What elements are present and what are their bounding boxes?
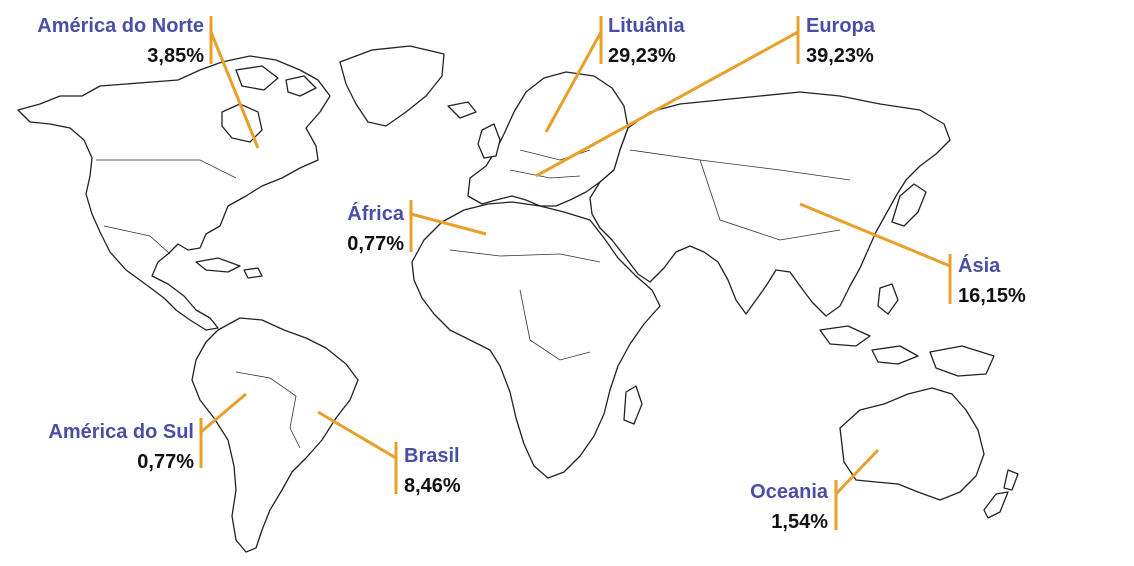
philippines [877,283,899,315]
label-lituania: Lituânia [608,15,686,37]
british-isles [477,123,501,159]
new-zealand [1003,469,1019,491]
label-oceania: Oceania [750,481,829,503]
asia-border [699,159,841,241]
australia-landmass [839,387,985,501]
value-oceania: 1,54% [771,511,828,533]
south-america-landmass [191,317,359,553]
japan-landmass [891,183,927,227]
label-europa: Europa [806,15,876,37]
indonesia-island [871,345,919,365]
value-america-norte: 3,85% [147,45,204,67]
europe-border [509,169,581,179]
leader-brasil [317,410,397,460]
new-zealand [983,491,1009,519]
label-america-sul: América do Sul [48,421,194,443]
label-america-norte: América do Norte [37,15,204,37]
africa-border [519,289,591,361]
value-america-sul: 0,77% [137,451,194,473]
value-asia: 16,15% [958,285,1026,307]
arctic-island [235,65,279,91]
brazil-border [235,371,301,449]
country-borders [96,149,851,449]
value-africa: 0,77% [347,233,404,255]
north-america-landmass [17,55,331,331]
leader-lituania [544,31,603,133]
land-group [17,45,1019,553]
arctic-island [285,75,317,97]
madagascar [623,385,643,425]
leader-america-sul [200,392,247,434]
value-europa: 39,23% [806,45,874,67]
label-asia: Ásia [958,254,1001,277]
asia-border [629,149,851,181]
leader-africa [410,212,487,236]
region-labels: América do Norte 3,85% Lituânia 29,23% E… [37,15,1026,533]
new-guinea [929,345,995,377]
africa-landmass [411,201,661,479]
cuba-landmass [195,257,241,273]
indonesia-island [819,325,871,347]
value-brasil: 8,46% [404,475,461,497]
asia-landmass [589,91,951,317]
leader-europa [535,30,799,178]
caribbean-island [243,267,263,279]
us-mexico-border [103,225,171,255]
africa-border [449,249,601,263]
leader-america-norte [209,31,260,149]
leader-lines [199,16,952,530]
label-brasil: Brasil [404,445,460,467]
iceland [447,101,477,119]
leader-asia [799,202,951,268]
us-canada-border [96,159,237,179]
leader-oceania [834,448,880,496]
label-africa: África [347,202,405,225]
greenland-landmass [339,45,445,127]
value-lituania: 29,23% [608,45,676,67]
